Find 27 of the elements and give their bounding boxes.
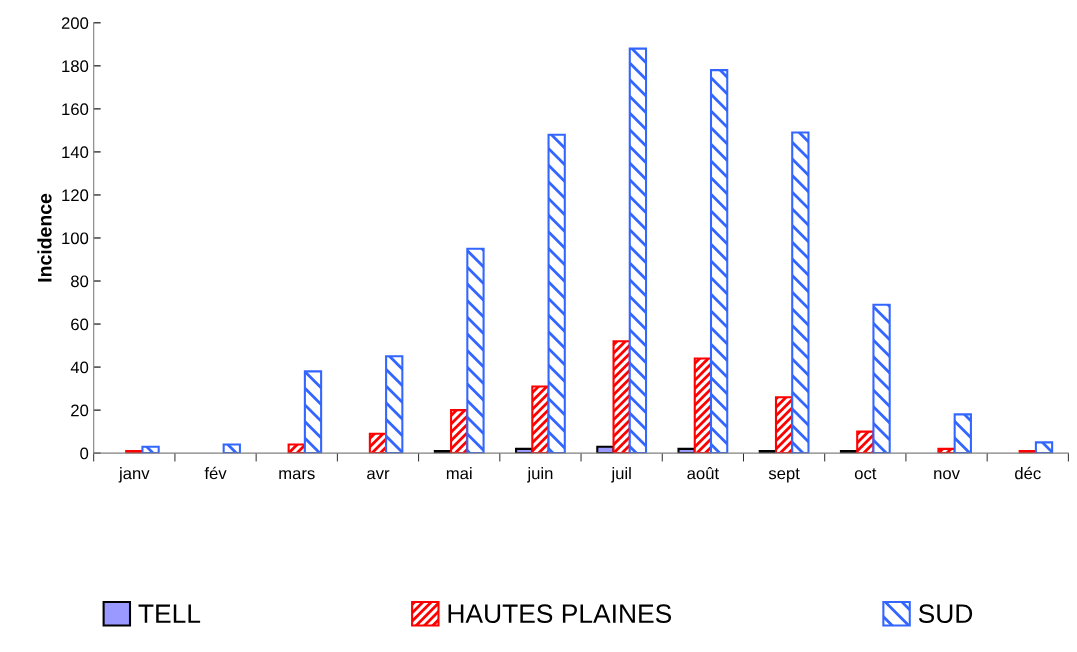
y-tick-label: 40	[70, 361, 89, 374]
y-tick-label: 160	[62, 103, 89, 116]
y-axis-title: Incidence	[37, 193, 52, 282]
x-tick-label: sept	[768, 468, 800, 483]
y-tick-label: 80	[71, 275, 89, 288]
x-tick-label: juil	[611, 467, 631, 483]
x-tick-label: janv	[118, 467, 150, 483]
x-tick-label: mars	[279, 470, 315, 480]
legend-label: HAUTES PLAINES	[448, 604, 672, 624]
x-tick-label: mai	[446, 467, 472, 480]
y-tick-label: 0	[80, 447, 89, 460]
x-tick-label: déc	[1015, 466, 1041, 480]
y-tick-label: 20	[71, 404, 89, 417]
x-tick-label: août	[687, 466, 719, 480]
legend-label: TELL	[138, 604, 201, 623]
y-tick-label: 120	[62, 189, 89, 202]
x-tick-label: nov	[934, 470, 960, 480]
legend-label: SUD	[918, 604, 973, 624]
y-tick-label: 180	[62, 60, 89, 73]
x-tick-label: juin	[527, 467, 553, 483]
x-tick-label: fév	[204, 466, 227, 480]
y-tick-label: 60	[71, 318, 89, 331]
x-tick-label: oct	[854, 468, 877, 480]
y-tick-label: 140	[62, 146, 89, 159]
y-tick-label: 200	[61, 17, 89, 30]
x-tick-label: avr	[367, 470, 390, 480]
y-tick-label: 100	[62, 232, 89, 245]
